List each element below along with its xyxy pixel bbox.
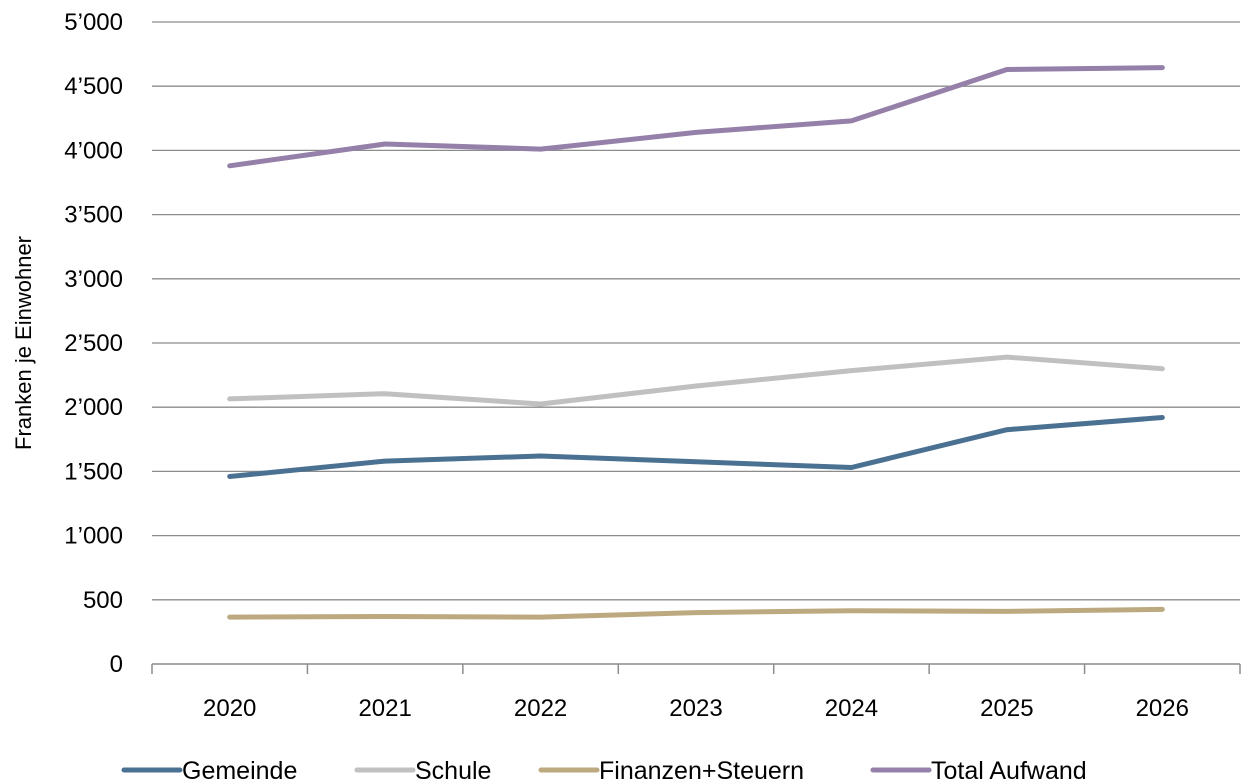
series-line-total-aufwand	[227, 65, 1165, 169]
x-tick-label: 2024	[825, 695, 878, 722]
y-tick-label: 2’500	[64, 330, 123, 357]
x-tick-label: 2026	[1136, 695, 1189, 722]
legend-label: Total Aufwand	[931, 757, 1087, 783]
y-tick-label: 500	[83, 587, 123, 614]
legend-label: Gemeinde	[182, 757, 297, 783]
x-tick-label: 2023	[669, 695, 722, 722]
y-tick-label: 2’000	[64, 394, 123, 421]
x-axis-tick-labels: 2020 2021 2022 2023 2024 2025 2026	[203, 695, 1189, 722]
x-tick-label: 2022	[514, 695, 567, 722]
y-tick-label: 1’000	[64, 523, 123, 550]
y-axis-title: Franken je Einwohner	[11, 236, 36, 450]
legend-label: Schule	[415, 757, 491, 783]
x-tick-label: 2021	[358, 695, 411, 722]
legend-label: Finanzen+Steuern	[599, 757, 804, 783]
series-line-gemeinde	[227, 415, 1165, 479]
x-tick-label: 2020	[203, 695, 256, 722]
y-tick-label: 1’500	[64, 458, 123, 485]
series-lines	[227, 65, 1165, 620]
y-tick-label: 0	[110, 651, 123, 678]
y-axis-tick-labels: 0 500 1’000 1’500 2’000 2’500 3’000 3’500 4’000 4…	[64, 9, 123, 678]
x-axis	[151, 663, 1241, 674]
series-line-finanzen-steuern	[227, 606, 1165, 620]
x-tick-label: 2025	[980, 695, 1033, 722]
y-tick-label: 3’000	[64, 266, 123, 293]
y-tick-label: 4’500	[64, 73, 123, 100]
series-line-schule	[227, 354, 1165, 407]
legend: Gemeinde Schule Finanzen+Steuern Total Aufw…	[121, 757, 1087, 783]
y-tick-label: 3’500	[64, 202, 123, 229]
y-tick-label: 4’000	[64, 137, 123, 164]
y-tick-label: 5’000	[64, 9, 123, 36]
gridlines	[152, 21, 1240, 601]
